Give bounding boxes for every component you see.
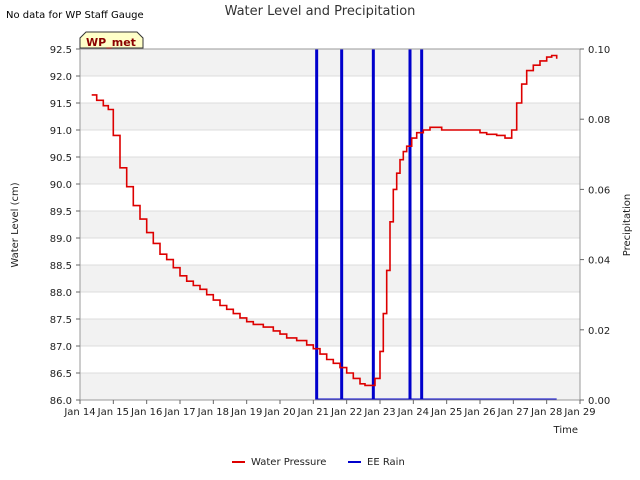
band-6	[80, 211, 580, 238]
x-axis-title: Time	[553, 425, 578, 436]
x-tick-label: Jan 27	[497, 407, 529, 418]
y-tick-label: 89.5	[50, 207, 72, 218]
band-12	[80, 49, 580, 76]
x-tick-label: Jan 17	[163, 407, 195, 418]
x-tick-label: Jan 14	[63, 407, 95, 418]
x-tick-label: Jan 24	[397, 407, 429, 418]
band-2	[80, 319, 580, 346]
y-tick-label: 88.0	[50, 288, 72, 299]
water-pressure-series	[91, 54, 558, 387]
water-pressure-line	[91, 54, 558, 387]
y-tick-label: 91.5	[50, 99, 72, 110]
badge-shape	[79, 31, 144, 49]
x-tick-label: Jan 18	[197, 407, 229, 418]
y-tick-label: 88.5	[50, 261, 72, 272]
chart-title: Water Level and Precipitation	[225, 4, 416, 19]
x-tick-label: Jan 15	[97, 407, 129, 418]
background-bands	[80, 49, 580, 400]
y-tick-label: 90.0	[50, 180, 72, 191]
x-tick-label: Jan 22	[330, 407, 362, 418]
x-tick-label: Jan 26	[463, 407, 495, 418]
y2-axis-ticks: 0.00 0.02 0.04 0.06 0.08 0.10	[580, 45, 610, 407]
x-tick-label: Jan 20	[263, 407, 295, 418]
x-tick-label: Jan 25	[430, 407, 462, 418]
y-tick-label: 87.5	[50, 315, 72, 326]
y-tick-label: 91.0	[50, 126, 72, 137]
band-10	[80, 103, 580, 130]
y-tick-label: 92.0	[50, 72, 72, 83]
y-tick-label: 90.5	[50, 153, 72, 164]
y2-tick-label: 0.08	[588, 115, 610, 126]
x-tick-label: Jan 19	[230, 407, 262, 418]
x-axis-ticks: Jan 14 Jan 15 Jan 16 Jan 17 Jan 18 Jan 19 Jan …	[63, 400, 596, 418]
x-tick-label: Jan 21	[297, 407, 329, 418]
y-tick-label: 89.0	[50, 234, 72, 245]
y2-tick-label: 0.10	[588, 45, 610, 56]
x-tick-label: Jan 16	[130, 407, 162, 418]
band-0	[80, 373, 580, 400]
x-tick-label: Jan 28	[530, 407, 562, 418]
y-axis-ticks: 86.0 86.5 87.0 87.5 88.0 88.5 89.0 89.5 90.0 90.5…	[50, 45, 80, 407]
badge-label: WP_met	[86, 36, 136, 49]
no-data-note: No data for WP Staff Gauge	[6, 10, 144, 21]
y-axis-title: Water Level (cm)	[10, 182, 21, 267]
plot-frame	[79, 48, 581, 401]
y-tick-label: 86.5	[50, 369, 72, 380]
y2-axis-title: Precipitation	[622, 194, 633, 257]
legend: Water Pressure EE Rain	[232, 457, 405, 468]
y2-tick-label: 0.02	[588, 326, 610, 337]
y2-tick-label: 0.06	[588, 185, 610, 196]
x-tick-label: Jan 29	[563, 407, 595, 418]
y-tick-label: 87.0	[50, 342, 72, 353]
legend-label-ee-rain: EE Rain	[367, 457, 405, 468]
x-tick-label: Jan 23	[363, 407, 395, 418]
station-badge: WP_met	[79, 31, 144, 49]
y-tick-label: 86.0	[50, 396, 72, 407]
band-8	[80, 157, 580, 184]
y-tick-label: 92.5	[50, 45, 72, 56]
y2-tick-label: 0.00	[588, 396, 610, 407]
band-4	[80, 265, 580, 292]
y2-tick-label: 0.04	[588, 256, 610, 267]
legend-label-water-pressure: Water Pressure	[251, 457, 326, 468]
